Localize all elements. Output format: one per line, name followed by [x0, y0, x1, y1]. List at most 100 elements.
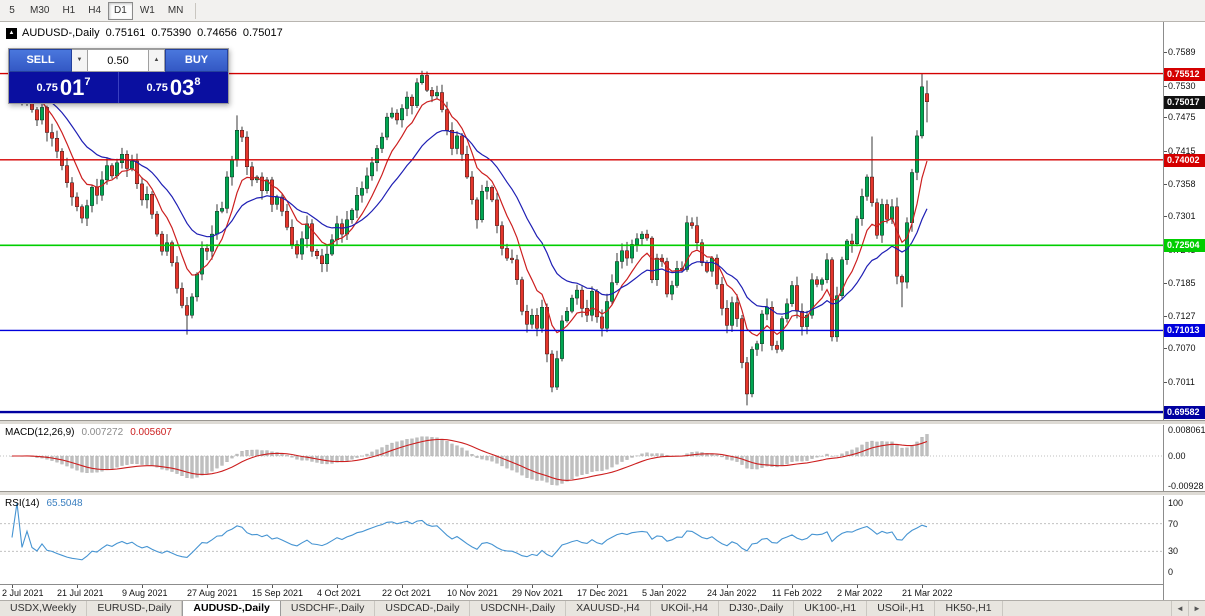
- macd-label: MACD(12,26,9) 0.007272 0.005607: [5, 427, 172, 438]
- rsi-axis-label: 70: [1168, 519, 1179, 529]
- timeframe-toolbar: 5 M30 H1 H4 D1 W1 MN: [0, 0, 1205, 22]
- chart-tab-dj30-daily[interactable]: DJ30-,Daily: [719, 601, 795, 616]
- rsi-value: 65.5048: [46, 498, 83, 509]
- tab-scroll-right-icon[interactable]: ►: [1188, 601, 1205, 616]
- rsi-panel[interactable]: RSI(14) 65.5048: [0, 496, 1163, 584]
- volume-input[interactable]: [88, 49, 149, 72]
- date-axis-tick: [12, 585, 13, 588]
- date-axis-label: 9 Aug 2021: [122, 588, 168, 598]
- chart-window: ▲ AUDUSD-,Daily 0.75161 0.75390 0.74656 …: [0, 22, 1205, 600]
- price-axis-label: 0.7011: [1168, 377, 1195, 387]
- rsi-chart[interactable]: [0, 496, 1163, 584]
- chart-title-low: 0.74656: [197, 27, 237, 39]
- sell-button[interactable]: SELL: [9, 49, 72, 72]
- one-click-panel-toggle-icon[interactable]: ▲: [6, 27, 17, 39]
- trade-widget-prices: 0.75 01 7 0.75 03 8: [9, 72, 228, 103]
- chart-tab-audusd-daily[interactable]: AUDUSD-,Daily: [182, 601, 281, 616]
- price-axis-label: 0.7127: [1168, 311, 1196, 321]
- date-axis[interactable]: 2 Jul 2021 21 Jul 2021 9 Aug 2021 27 Aug 20…: [0, 584, 1163, 600]
- date-axis-label: 2 Mar 2022: [837, 588, 883, 598]
- volume-spinner-button[interactable]: ▲: [149, 49, 165, 72]
- chart-title-high: 0.75390: [151, 27, 192, 39]
- date-axis-label: 2 Jul 2021: [2, 588, 44, 598]
- chart-tab-eurusd-daily[interactable]: EURUSD-,Daily: [87, 601, 183, 616]
- chart-tab-usdx-weekly[interactable]: USDX,Weekly: [0, 601, 88, 616]
- chart-tab-usdcnh-daily[interactable]: USDCNH-,Daily: [470, 601, 567, 616]
- rsi-label: RSI(14) 65.5048: [5, 498, 83, 509]
- timeframe-button-d1[interactable]: D1: [108, 1, 133, 20]
- date-axis-label: 5 Jan 2022: [642, 588, 687, 598]
- volume-dropdown-button[interactable]: ▼: [72, 49, 88, 72]
- chart-tab-hk50-h1[interactable]: HK50-,H1: [935, 601, 1003, 616]
- chart-tab-uk100-h1[interactable]: UK100-,H1: [794, 601, 868, 616]
- date-axis-tick: [337, 585, 338, 588]
- price-axis-tick: [1164, 52, 1167, 53]
- tab-scroll-left-icon[interactable]: ◄: [1171, 601, 1188, 616]
- price-level-badge: 0.72504: [1164, 239, 1205, 252]
- date-axis-label: 10 Nov 2021: [447, 588, 499, 598]
- price-level-badge: 0.74002: [1164, 154, 1205, 167]
- price-chart-panel[interactable]: ▲ AUDUSD-,Daily 0.75161 0.75390 0.74656 …: [0, 22, 1163, 420]
- candlestick-chart[interactable]: [0, 22, 1163, 420]
- buy-price-display[interactable]: 0.75 03 8: [119, 72, 228, 103]
- price-axis-label: 0.7070: [1168, 343, 1196, 353]
- trade-widget-controls: SELL ▼ ▲ BUY: [9, 49, 228, 72]
- buy-price-big: 03: [169, 74, 195, 100]
- chart-tab-ukoil-h4[interactable]: UKOil-,H4: [651, 601, 719, 616]
- timeframe-button-mn[interactable]: MN: [167, 4, 184, 16]
- panel-splitter-rsi[interactable]: [0, 491, 1205, 496]
- date-axis-tick: [727, 585, 728, 588]
- sell-price-display[interactable]: 0.75 01 7: [9, 72, 119, 103]
- date-axis-tick: [467, 585, 468, 588]
- sell-price-sup: 7: [84, 76, 91, 88]
- buy-price-base: 0.75: [146, 81, 168, 94]
- timeframe-button-m30[interactable]: M30: [30, 4, 50, 16]
- date-axis-label: 21 Jul 2021: [57, 588, 104, 598]
- date-axis-label: 22 Oct 2021: [382, 588, 432, 598]
- price-axis-label: 0.7589: [1168, 47, 1196, 57]
- chart-title-close: 0.75017: [242, 27, 283, 39]
- price-axis-label: 0.7185: [1168, 278, 1196, 288]
- price-axis-label: 0.7530: [1168, 81, 1196, 91]
- date-axis-tick: [207, 585, 208, 588]
- chart-title-symbol: AUDUSD-,Daily: [22, 27, 100, 39]
- price-axis-tick: [1164, 216, 1167, 217]
- date-axis-tick: [857, 585, 858, 588]
- macd-panel[interactable]: MACD(12,26,9) 0.007272 0.005607: [0, 425, 1163, 491]
- timeframe-button-h1[interactable]: H1: [62, 4, 76, 16]
- date-axis-label: 27 Aug 2021: [187, 588, 238, 598]
- panel-splitter-macd[interactable]: [0, 420, 1205, 425]
- chart-tab-xauusd-h4[interactable]: XAUUSD-,H4: [566, 601, 651, 616]
- date-axis-tick: [662, 585, 663, 588]
- date-axis-label: 15 Sep 2021: [252, 588, 304, 598]
- toolbar-separator: [195, 2, 197, 19]
- timeframe-button-h4[interactable]: H4: [88, 4, 102, 16]
- date-axis-tick: [272, 585, 273, 588]
- sell-price-big: 01: [59, 74, 85, 100]
- chart-tab-usdcad-daily[interactable]: USDCAD-,Daily: [375, 601, 471, 616]
- macd-signal-value: 0.005607: [130, 427, 172, 438]
- macd-axis-label: 0.00: [1168, 451, 1186, 461]
- chart-title-open: 0.75161: [105, 27, 146, 39]
- rsi-axis-label: 100: [1168, 498, 1184, 508]
- price-level-badge: 0.75512: [1164, 68, 1205, 81]
- macd-chart[interactable]: [0, 425, 1163, 491]
- date-axis-tick: [142, 585, 143, 588]
- buy-button[interactable]: BUY: [165, 49, 228, 72]
- timeframe-button-w1[interactable]: W1: [139, 4, 155, 16]
- tab-scroll-controls: ◄ ►: [1171, 601, 1205, 616]
- price-axis-tick: [1164, 184, 1167, 185]
- chart-tab-usoil-h1[interactable]: USOil-,H1: [867, 601, 936, 616]
- price-axis-tick: [1164, 382, 1167, 383]
- timeframe-button-5[interactable]: 5: [9, 4, 15, 16]
- macd-name: MACD(12,26,9): [5, 427, 75, 438]
- price-axis-tick: [1164, 348, 1167, 349]
- chart-tab-usdchf-daily[interactable]: USDCHF-,Daily: [281, 601, 376, 616]
- rsi-name: RSI(14): [5, 498, 40, 509]
- price-axis-label: 0.7475: [1168, 112, 1196, 122]
- date-axis-tick: [792, 585, 793, 588]
- price-axis[interactable]: 0.7589 0.7530 0.7475 0.7415 0.7358 0.7301 0.72…: [1163, 22, 1205, 600]
- price-axis-tick: [1164, 151, 1167, 152]
- date-axis-label: 24 Jan 2022: [707, 588, 757, 598]
